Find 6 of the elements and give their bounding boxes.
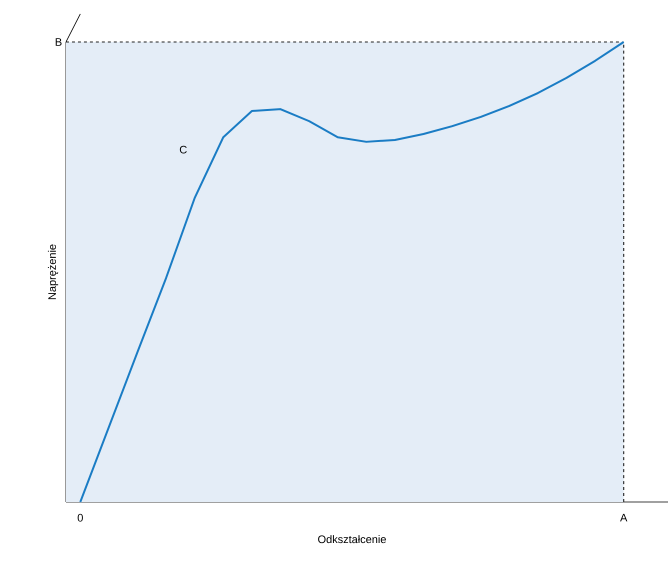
x-tick-label: 0 [78, 514, 83, 522]
x-tick-label: A [620, 514, 628, 522]
y-axis-title: Naprężenie [48, 244, 58, 300]
x-axis-title: Odkształcenie [318, 535, 386, 544]
annotation: C [180, 146, 187, 154]
ref-line-label: B [56, 38, 62, 46]
